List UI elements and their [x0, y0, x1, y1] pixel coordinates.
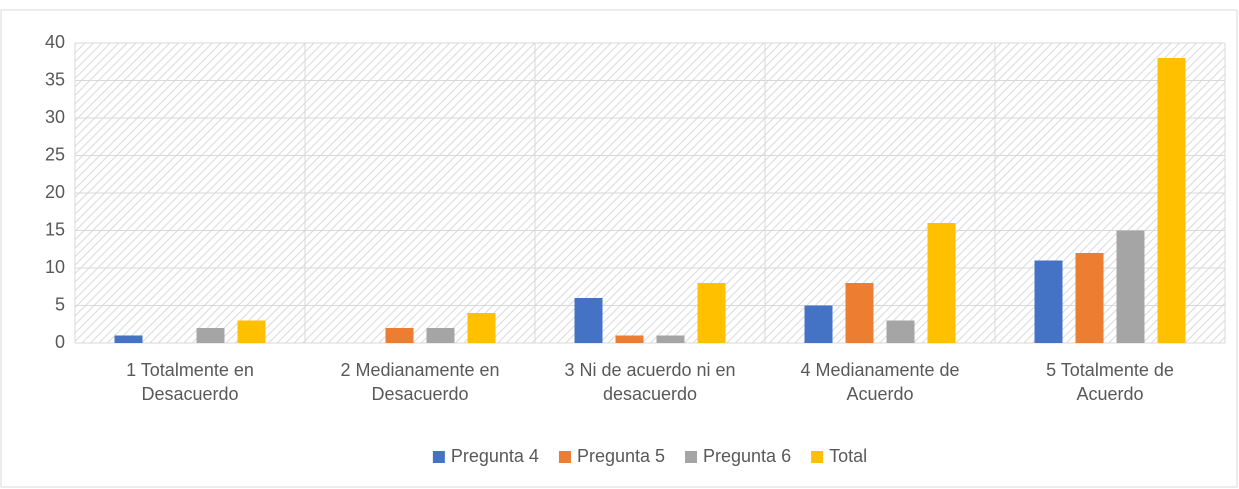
bar — [615, 335, 644, 343]
legend-label: Pregunta 6 — [703, 446, 791, 466]
x-tick-label: 4 Medianamente de Acuerdo — [800, 360, 960, 404]
legend-label: Pregunta 4 — [451, 446, 539, 466]
bar — [1157, 58, 1186, 343]
bar — [196, 328, 225, 343]
bar — [927, 223, 956, 343]
bar — [574, 298, 603, 343]
bar — [385, 328, 414, 343]
bar — [697, 283, 726, 343]
bar — [886, 320, 915, 343]
x-tick-label: 2 Medianamente en Desacuerdo — [340, 360, 500, 404]
y-tick-label: 10 — [45, 257, 65, 277]
y-tick-label: 5 — [55, 294, 65, 314]
bar — [426, 328, 455, 343]
y-tick-label: 40 — [45, 32, 65, 52]
x-tick-label: 3 Ni de acuerdo ni en desacuerdo — [564, 360, 736, 404]
y-tick-label: 0 — [55, 332, 65, 352]
y-tick-label: 30 — [45, 107, 65, 127]
legend-label: Total — [829, 446, 867, 466]
bar — [114, 335, 143, 343]
bar — [1075, 253, 1104, 343]
bar — [845, 283, 874, 343]
legend-label: Pregunta 5 — [577, 446, 665, 466]
y-tick-label: 25 — [45, 144, 65, 164]
y-tick-label: 15 — [45, 219, 65, 239]
y-tick-label: 35 — [45, 69, 65, 89]
bar — [1116, 230, 1145, 343]
bar — [1034, 260, 1063, 343]
bar — [804, 305, 833, 343]
x-tick-label: 5 Totalmente de Acuerdo — [1046, 360, 1174, 404]
legend-swatch — [811, 451, 824, 463]
legend-swatch — [558, 451, 571, 463]
bar — [656, 335, 685, 343]
y-tick-label: 20 — [45, 182, 65, 202]
x-tick-label: 1 Totalmente en Desacuerdo — [126, 360, 254, 404]
legend-swatch — [432, 451, 445, 463]
bar — [237, 320, 266, 343]
legend-swatch — [685, 451, 698, 463]
bar — [467, 313, 496, 343]
